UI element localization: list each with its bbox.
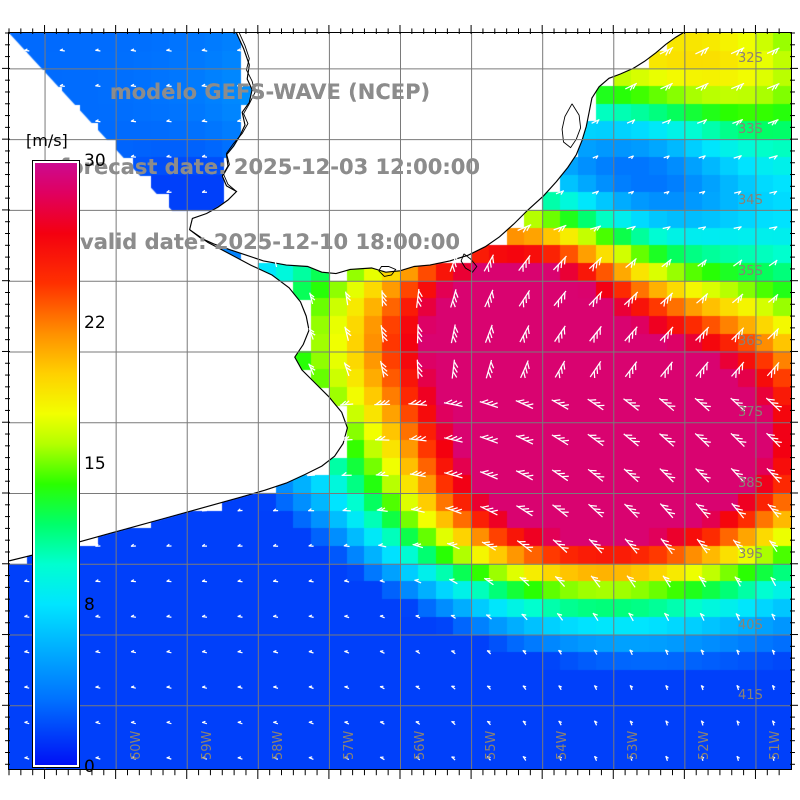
wind-speed-heatmap-layer [9,33,791,769]
colorbar-gradient [32,160,80,768]
colorbar-tick-15: 15 [84,454,106,474]
colorbar-tick-22: 22 [84,312,106,333]
map-frame[interactable] [8,32,792,770]
map-viewport [9,33,791,769]
colorbar-units-label: [m/s] [26,131,68,150]
colorbar-tick-8: 8 [84,595,95,616]
bottom-axis-ticks [8,769,780,779]
colorbar-tick-30: 30 [84,151,106,171]
colorbar-tick-0: 0 [84,757,95,777]
colorbar[interactable] [32,160,80,768]
